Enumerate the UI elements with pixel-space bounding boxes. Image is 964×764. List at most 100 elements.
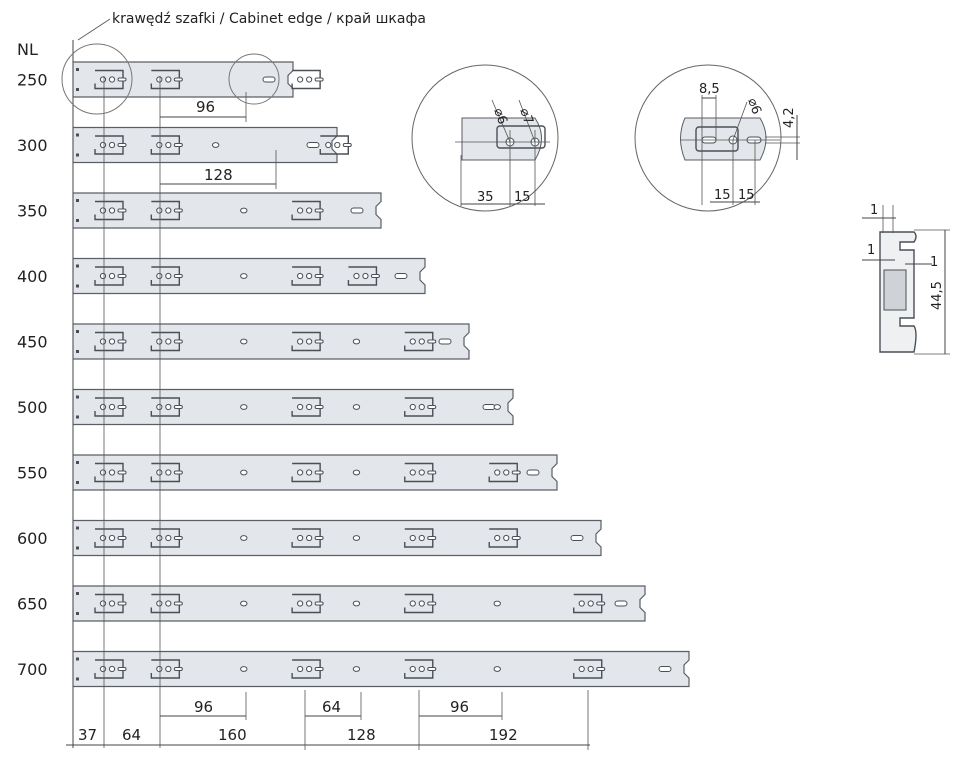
mounting-lug <box>150 397 183 417</box>
rail-end-slot <box>658 666 672 672</box>
nl-label: 450 <box>17 333 48 352</box>
detail-right: 8,5 ⌀6 4,2 15 15 <box>634 64 800 212</box>
mounting-hole <box>240 404 248 410</box>
rail-row: 300 <box>17 126 352 164</box>
edge-mark <box>76 677 79 681</box>
mounting-lug <box>150 462 183 483</box>
mounting-lug <box>150 331 183 352</box>
rail-row: 350 <box>17 192 382 229</box>
rail-body <box>72 519 602 557</box>
edge-mark <box>76 68 79 71</box>
svg-text:96: 96 <box>194 698 213 716</box>
mounting-hole <box>240 469 248 476</box>
edge-mark <box>76 264 79 268</box>
rail-row: 550 <box>17 454 558 491</box>
rail-end-slot <box>570 535 584 541</box>
edge-mark <box>76 330 79 333</box>
profile-thickness-top: 1 <box>870 203 878 218</box>
edge-mark <box>76 88 79 91</box>
nl-label: 700 <box>17 660 48 679</box>
mounting-lug <box>573 593 606 614</box>
profile-height: 44,5 <box>930 281 945 310</box>
nl-label: 400 <box>17 267 48 286</box>
mounting-lug <box>291 528 324 548</box>
mounting-lug <box>291 69 324 90</box>
mounting-lug <box>488 528 521 548</box>
right-dim-8-5: 8,5 <box>699 82 720 97</box>
mounting-lug <box>291 593 324 614</box>
rail-body <box>72 323 470 360</box>
rail-body <box>72 126 338 164</box>
rail-end-slot <box>438 338 452 345</box>
dim-128-top: 128 <box>160 150 277 189</box>
mounting-hole <box>352 338 361 345</box>
mounting-hole <box>211 142 220 148</box>
rail-end-slot <box>262 76 276 83</box>
edge-mark <box>76 526 79 530</box>
nl-label: 350 <box>17 202 48 221</box>
edge-mark <box>76 284 79 288</box>
right-dim-15-a: 15 <box>714 188 731 203</box>
edge-mark <box>76 612 79 615</box>
dim-chain: 37 64 160 128 192 <box>66 690 590 750</box>
edge-mark <box>76 415 79 419</box>
chain-128: 128 <box>347 726 376 744</box>
dim-64-bottom: 64 <box>305 692 362 720</box>
nl-label: 500 <box>17 398 48 417</box>
nl-label: 550 <box>17 464 48 483</box>
left-dim-15: 15 <box>514 190 531 205</box>
nl-label: 600 <box>17 529 48 548</box>
detail-left: ⌀6 ⌀7 35 15 <box>411 64 559 212</box>
svg-text:128: 128 <box>204 166 233 184</box>
mounting-lug <box>94 659 127 679</box>
edge-mark <box>76 133 79 137</box>
rail-row: 500 <box>17 388 514 426</box>
rail-row: 650 <box>17 585 646 622</box>
rail-end-slot <box>614 600 628 607</box>
rail-body <box>72 388 514 426</box>
cabinet-edge-leader <box>77 18 111 41</box>
mounting-lug <box>319 135 352 155</box>
mounting-lug <box>150 135 183 155</box>
mounting-lug <box>94 528 127 548</box>
rail-end-slot <box>482 404 496 410</box>
detail-circle-marker-left <box>61 43 133 115</box>
svg-text:96: 96 <box>450 698 469 716</box>
rail-end-slot <box>306 142 320 148</box>
rail-row: 450 <box>17 323 470 360</box>
mounting-hole <box>493 404 501 410</box>
mounting-hole <box>352 469 361 476</box>
rail-end-slot <box>394 273 408 279</box>
edge-mark <box>76 657 79 661</box>
mounting-lug <box>150 200 183 221</box>
mounting-lug <box>150 593 183 614</box>
right-diameter-6: ⌀6 <box>744 96 764 116</box>
right-dim-15-b: 15 <box>738 188 755 203</box>
nl-label: 300 <box>17 136 48 155</box>
mounting-lug <box>94 200 127 221</box>
profile-thickness-right: 1 <box>930 255 938 270</box>
mounting-lug <box>347 266 380 286</box>
edge-mark <box>76 153 79 157</box>
rail-end-slot <box>526 469 540 476</box>
right-dim-4-2: 4,2 <box>782 107 797 128</box>
mounting-lug <box>291 266 324 286</box>
mounting-lug <box>573 659 606 679</box>
profile-thickness-left: 1 <box>867 243 875 258</box>
mounting-hole <box>352 535 361 541</box>
mounting-lug <box>150 69 183 90</box>
mounting-hole <box>240 666 248 672</box>
mounting-hole <box>493 666 501 672</box>
mounting-lug <box>94 331 127 352</box>
edge-mark <box>76 219 79 222</box>
rail-end-slot <box>350 207 364 214</box>
cabinet-edge-label: krawędź szafki / Cabinet edge / край шка… <box>112 11 426 27</box>
dim-96-bottom-b: 96 <box>419 692 503 720</box>
left-diameter-6: ⌀6 <box>490 106 510 126</box>
mounting-hole <box>240 207 248 214</box>
mounting-hole <box>352 600 361 607</box>
rail-row: 400 <box>17 257 426 295</box>
mounting-lug <box>488 462 521 483</box>
edge-mark <box>76 199 79 202</box>
mounting-lug <box>291 462 324 483</box>
